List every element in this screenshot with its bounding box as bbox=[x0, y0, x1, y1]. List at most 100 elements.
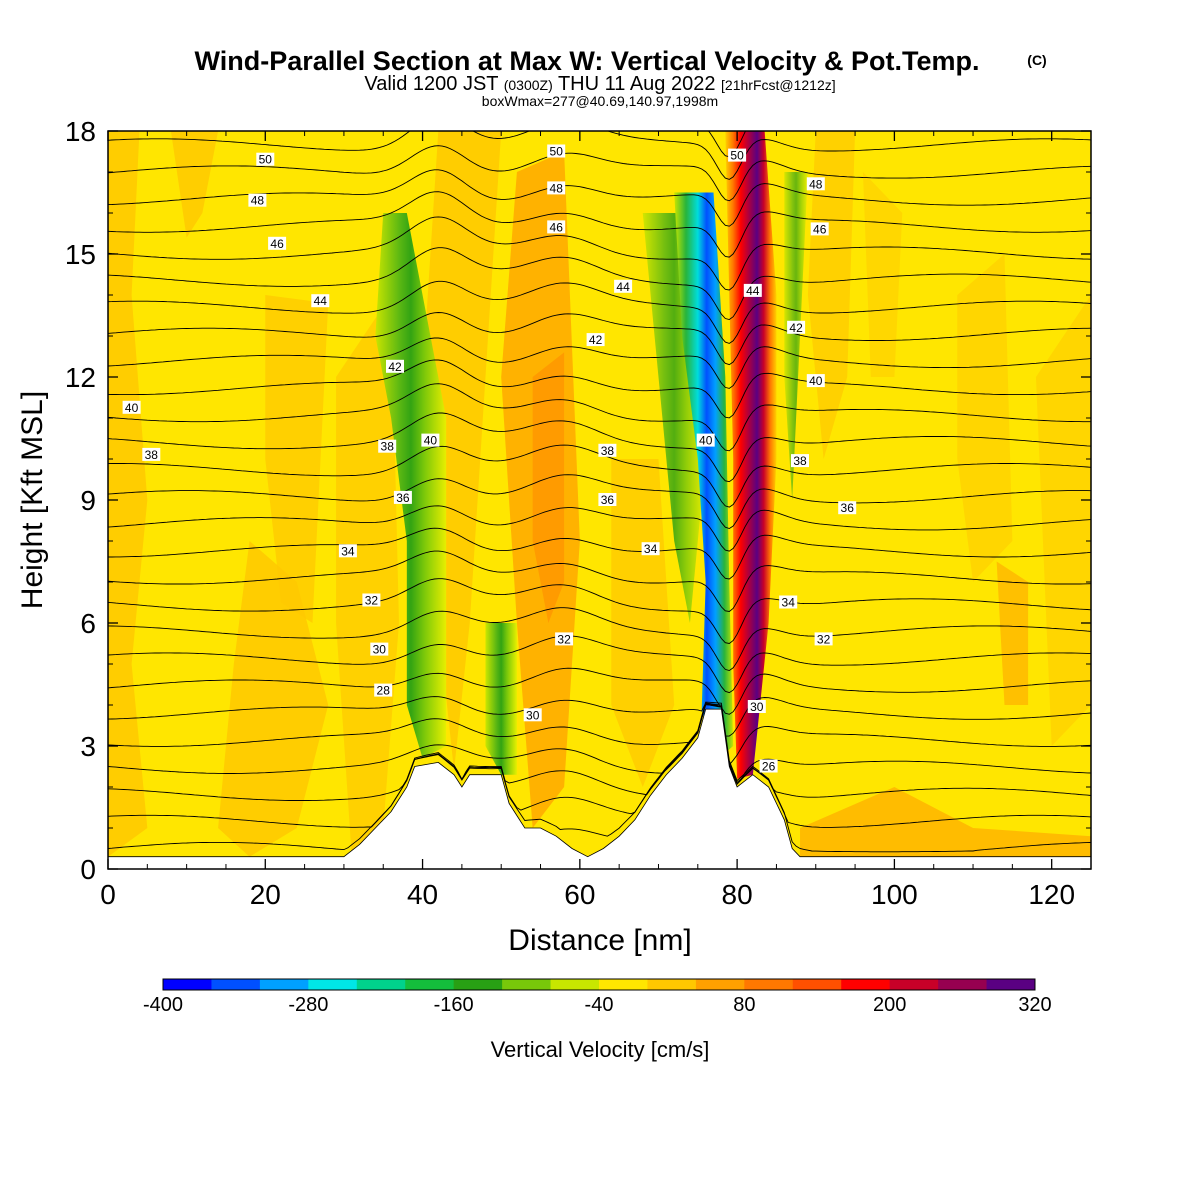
shade-right-6 bbox=[996, 561, 1029, 705]
colorbar-tick-label: 200 bbox=[873, 994, 906, 1016]
contour-label-4: 40 bbox=[122, 400, 141, 415]
shade-mid-4 bbox=[611, 459, 675, 787]
contour-label-text: 42 bbox=[388, 360, 402, 374]
contour-label-15: 48 bbox=[547, 181, 566, 195]
contour-label-18: 42 bbox=[586, 333, 605, 347]
contour-label-7: 40 bbox=[421, 433, 440, 448]
contour-label-bg bbox=[268, 236, 287, 250]
contour-label-6: 42 bbox=[386, 359, 404, 374]
contour-label-bg bbox=[421, 433, 440, 447]
contour-label-23: 30 bbox=[523, 708, 542, 722]
y-tick-label: 3 bbox=[80, 731, 96, 762]
colorbar-swatch-15 bbox=[889, 979, 939, 990]
contour-label-19: 38 bbox=[598, 443, 617, 458]
x-tick-label: 80 bbox=[722, 879, 753, 910]
contour-label-text: 32 bbox=[557, 632, 571, 646]
contour-label-bg bbox=[728, 148, 747, 162]
contour-label-text: 48 bbox=[550, 181, 564, 195]
shade-left-4 bbox=[265, 295, 329, 623]
contour-label-text: 34 bbox=[644, 542, 658, 556]
y-axis-label: Height [Kft MSL] bbox=[16, 391, 49, 609]
colorbar-swatch-10 bbox=[647, 979, 697, 990]
theta-contour-49 bbox=[108, 145, 1091, 202]
y-tick-label: 0 bbox=[80, 854, 96, 885]
shade-left-2 bbox=[170, 131, 219, 238]
chart-title-tag: (C) bbox=[1027, 52, 1046, 68]
chart-title: Wind-Parallel Section at Max W: Vertical… bbox=[195, 46, 980, 76]
contour-label-bg bbox=[338, 544, 357, 558]
contour-label-bg bbox=[142, 447, 161, 461]
contour-label-bg bbox=[256, 152, 275, 166]
contour-label-11: 32 bbox=[362, 593, 381, 608]
colorbar-swatch-16 bbox=[938, 979, 988, 990]
colorbar-swatch-2 bbox=[259, 979, 309, 990]
contour-label-bg bbox=[743, 283, 762, 297]
theta-contour-42 bbox=[108, 337, 1091, 389]
contour-label-text: 42 bbox=[589, 333, 603, 347]
contour-label-30: 40 bbox=[696, 433, 715, 448]
contour-label-bg bbox=[787, 320, 806, 334]
shade-left-3 bbox=[218, 541, 329, 857]
contour-label-bg bbox=[122, 400, 141, 414]
contour-labels: 50 48 46 44 40 38 42 40 38 36 34 32 30 28 50 48 46 44 42 38… bbox=[122, 144, 857, 774]
x-tick-label: 100 bbox=[871, 879, 918, 910]
colorbar-swatch-1 bbox=[211, 979, 261, 990]
contour-label-2: 46 bbox=[268, 236, 287, 251]
contour-label-text: 44 bbox=[314, 294, 328, 308]
colorbar-swatch-8 bbox=[550, 979, 600, 990]
contour-label-bg bbox=[555, 632, 574, 646]
chart-subtitle-2: boxWmax=277@40.69,140.97,1998m bbox=[482, 93, 718, 109]
contour-label-text: 34 bbox=[782, 596, 796, 610]
contour-label-26: 46 bbox=[810, 222, 829, 236]
contour-label-text: 38 bbox=[601, 444, 615, 458]
colorbar-swatch-13 bbox=[792, 979, 842, 990]
contour-label-0: 50 bbox=[256, 152, 275, 167]
contour-label-text: 48 bbox=[809, 177, 823, 191]
contour-label-bg bbox=[641, 542, 660, 556]
colorbar-swatch-12 bbox=[744, 979, 794, 990]
colorbar-swatch-3 bbox=[308, 979, 358, 990]
contour-label-bg bbox=[547, 181, 566, 195]
theta-contour-36 bbox=[108, 505, 1091, 552]
contour-label-27: 44 bbox=[743, 283, 762, 298]
contour-label-text: 32 bbox=[817, 632, 831, 646]
contour-label-bg bbox=[598, 493, 617, 506]
contour-label-text: 38 bbox=[381, 440, 395, 454]
colorbar-tick-label: -40 bbox=[585, 994, 614, 1016]
contour-label-33: 34 bbox=[779, 595, 798, 610]
shade-right-4 bbox=[1035, 295, 1091, 746]
contour-label-text: 50 bbox=[550, 145, 564, 159]
contour-label-bg bbox=[810, 222, 829, 236]
theta-contour-26 bbox=[108, 704, 1091, 801]
contour-label-bg bbox=[696, 433, 715, 447]
shade-left-5 bbox=[336, 295, 399, 857]
contour-label-text: 34 bbox=[341, 544, 355, 558]
x-tick-label: 40 bbox=[407, 879, 438, 910]
contour-label-14: 50 bbox=[547, 144, 566, 159]
contour-label-text: 50 bbox=[259, 153, 273, 167]
y-tick-label: 9 bbox=[80, 485, 96, 516]
theta-contour-33 bbox=[108, 578, 1091, 644]
theta-contour-29 bbox=[108, 696, 1091, 737]
theta-contour-48 bbox=[108, 169, 1091, 227]
contour-label-text: 48 bbox=[251, 194, 265, 208]
colorbar-swatch-11 bbox=[695, 979, 745, 990]
contour-label-17: 44 bbox=[614, 279, 633, 294]
x-tick-label: 120 bbox=[1028, 879, 1075, 910]
shade-right-5 bbox=[800, 787, 1091, 857]
theta-contour-32 bbox=[108, 607, 1091, 671]
contour-label-text: 36 bbox=[601, 493, 615, 507]
theta-contour-31 bbox=[108, 635, 1091, 694]
valid-date: THU 11 Aug 2022 bbox=[558, 73, 716, 95]
theta-contour-50 bbox=[108, 131, 1091, 180]
theta-contour-30 bbox=[108, 667, 1091, 715]
contour-label-20: 36 bbox=[598, 493, 617, 507]
contour-label-text: 46 bbox=[550, 220, 564, 234]
contour-label-text: 30 bbox=[526, 708, 540, 722]
shade-left-1 bbox=[108, 131, 148, 857]
contour-label-bg bbox=[248, 193, 267, 207]
contour-label-bg bbox=[806, 177, 825, 191]
contour-label-bg bbox=[791, 454, 809, 468]
contour-label-text: 30 bbox=[750, 700, 764, 714]
